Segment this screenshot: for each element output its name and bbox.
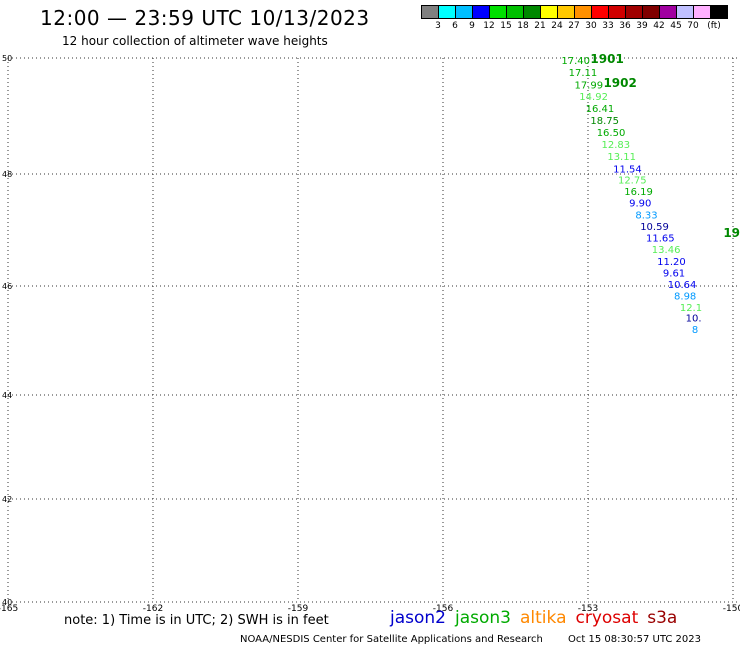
scale-label: 39: [636, 21, 648, 31]
scale-label: 70: [687, 21, 699, 31]
color-scale-labels: 3 6 9 12 15 18 21 24 27 30 33 36 39 42 45 70 (ft): [421, 21, 740, 33]
y-tick-label: 40: [2, 598, 12, 607]
scale-label: 12: [483, 21, 495, 31]
time-label: 1901: [590, 52, 623, 66]
wave-height-value: 16.50: [597, 128, 626, 139]
scale-label: 6: [452, 21, 458, 31]
scale-label: 21: [534, 21, 546, 31]
wave-height-value: 16.19: [624, 187, 653, 198]
wave-height-value: 13.11: [607, 152, 636, 163]
footnote: note: 1) Time is in UTC; 2) SWH is in fe…: [64, 613, 329, 628]
scale-label: 45: [670, 21, 682, 31]
time-label: 19: [723, 226, 740, 240]
wave-height-value: 12.83: [602, 140, 631, 151]
satellite-name: altika: [520, 608, 567, 628]
scale-label: 36: [619, 21, 631, 31]
scale-unit: (ft): [707, 21, 721, 31]
y-tick-label: 44: [2, 391, 12, 400]
wave-height-value: 16.41: [586, 104, 615, 115]
scale-label: 42: [653, 21, 665, 31]
satellite-name: jason3: [455, 608, 511, 628]
color-scale: [421, 5, 728, 19]
wave-height-value: 8: [692, 325, 698, 336]
generated-timestamp: Oct 15 08:30:57 UTC 2023: [568, 634, 701, 645]
scale-label: 30: [585, 21, 597, 31]
scale-label: 33: [602, 21, 614, 31]
scale-label: 27: [568, 21, 580, 31]
y-tick-label: 42: [2, 495, 12, 504]
y-tick-label: 48: [2, 170, 12, 179]
wave-height-value: 12.1: [680, 303, 702, 314]
wave-height-value: 18.75: [590, 116, 619, 127]
wave-height-value: 8.33: [635, 210, 657, 221]
wave-height-value: 8.98: [674, 291, 696, 302]
wave-height-value: 17.40: [561, 56, 590, 67]
time-label: 1902: [603, 76, 636, 90]
satellite-name: cryosat: [575, 608, 639, 628]
wave-height-value: 17.99: [574, 80, 603, 91]
satellite-name: jason2: [390, 608, 446, 628]
scale-label: 15: [500, 21, 512, 31]
wave-height-value: 11.20: [657, 257, 686, 268]
credit-line: NOAA/NESDIS Center for Satellite Applica…: [240, 634, 701, 645]
wave-height-value: 11.54: [613, 164, 642, 175]
wave-height-value: 14.92: [579, 92, 608, 103]
x-tick-label: -159: [288, 604, 309, 614]
wave-height-value: 17.11: [569, 68, 598, 79]
x-tick-label: -150: [723, 604, 740, 614]
map-title: 12:00 — 23:59 UTC 10/13/2023: [40, 6, 370, 30]
scale-label: 9: [469, 21, 475, 31]
y-tick-label: 50: [2, 54, 12, 63]
scale-label: 3: [435, 21, 441, 31]
wave-height-value: 10.59: [640, 222, 669, 233]
wave-height-value: 11.65: [646, 233, 675, 244]
wave-height-value: 9.90: [629, 199, 651, 210]
scale-swatch: [710, 5, 728, 19]
wave-height-value: 13.46: [652, 245, 681, 256]
map-subtitle: 12 hour collection of altimeter wave hei…: [62, 34, 328, 48]
x-tick-label: -156: [433, 604, 454, 614]
x-tick-label: -165: [0, 604, 18, 614]
wave-height-value: 12.75: [618, 176, 647, 187]
x-tick-label: -162: [143, 604, 163, 614]
scale-label: 24: [551, 21, 563, 31]
credit-text: NOAA/NESDIS Center for Satellite Applica…: [240, 634, 543, 645]
x-tick-label: -153: [578, 604, 598, 614]
scale-label: 18: [517, 21, 529, 31]
satellite-name: s3a: [647, 608, 678, 628]
y-tick-label: 46: [2, 282, 12, 291]
wave-height-value: 10.: [686, 314, 702, 325]
satellite-legend: jason2 jason3 altika cryosat s3a: [390, 608, 686, 628]
wave-height-value: 10.64: [668, 280, 697, 291]
wave-height-value: 9.61: [663, 269, 685, 280]
